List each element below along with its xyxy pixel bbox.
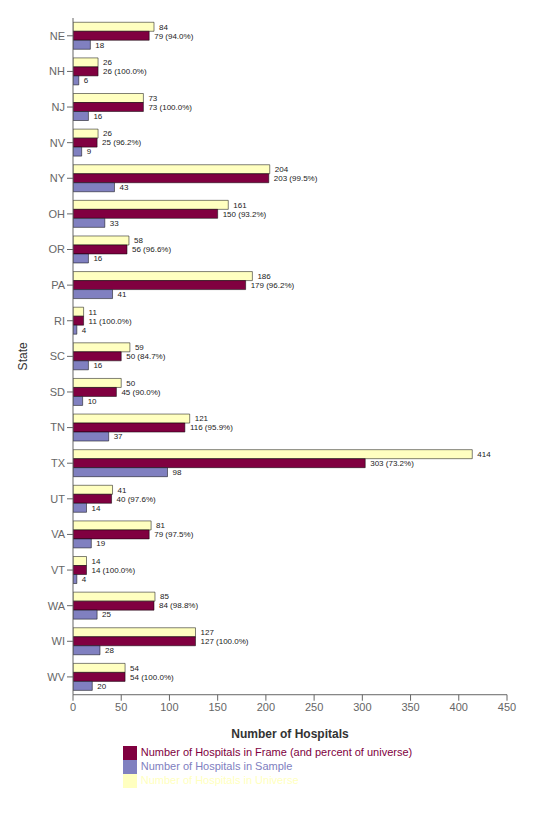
svg-text:350: 350 bbox=[401, 701, 419, 713]
svg-text:84 (98.8%): 84 (98.8%) bbox=[159, 601, 198, 610]
svg-text:84: 84 bbox=[159, 23, 168, 32]
svg-text:200: 200 bbox=[257, 701, 275, 713]
svg-text:186: 186 bbox=[257, 272, 271, 281]
svg-text:OH: OH bbox=[49, 208, 66, 220]
svg-text:0: 0 bbox=[70, 701, 76, 713]
svg-text:150 (93.2%): 150 (93.2%) bbox=[223, 210, 267, 219]
svg-text:54: 54 bbox=[130, 664, 139, 673]
svg-text:73 (100.0%): 73 (100.0%) bbox=[148, 103, 192, 112]
svg-text:18: 18 bbox=[95, 41, 104, 50]
svg-text:NV: NV bbox=[50, 137, 66, 149]
svg-text:16: 16 bbox=[93, 361, 102, 370]
svg-text:79 (97.5%): 79 (97.5%) bbox=[154, 530, 193, 539]
svg-text:150: 150 bbox=[208, 701, 226, 713]
svg-text:43: 43 bbox=[119, 183, 128, 192]
svg-text:NH: NH bbox=[49, 65, 65, 77]
svg-text:11 (100.0%): 11 (100.0%) bbox=[89, 317, 132, 326]
svg-text:56 (96.6%): 56 (96.6%) bbox=[132, 245, 171, 254]
svg-text:VA: VA bbox=[51, 528, 66, 540]
svg-text:WA: WA bbox=[48, 600, 66, 612]
svg-text:SD: SD bbox=[50, 386, 65, 398]
svg-text:State: State bbox=[16, 342, 30, 370]
svg-text:20: 20 bbox=[97, 682, 106, 691]
svg-text:25: 25 bbox=[102, 610, 111, 619]
svg-text:161: 161 bbox=[233, 201, 247, 210]
svg-text:25 (96.2%): 25 (96.2%) bbox=[102, 138, 141, 147]
svg-text:300: 300 bbox=[353, 701, 371, 713]
svg-text:127 (100.0%): 127 (100.0%) bbox=[200, 637, 248, 646]
svg-text:98: 98 bbox=[173, 468, 182, 477]
svg-text:50: 50 bbox=[126, 379, 135, 388]
svg-text:16: 16 bbox=[93, 112, 102, 121]
svg-text:26: 26 bbox=[103, 129, 112, 138]
svg-text:NE: NE bbox=[50, 30, 65, 42]
svg-text:Number of Hospitals: Number of Hospitals bbox=[231, 727, 349, 741]
svg-text:SC: SC bbox=[50, 350, 65, 362]
svg-text:14 (100.0%): 14 (100.0%) bbox=[92, 566, 136, 575]
svg-text:11: 11 bbox=[89, 308, 98, 317]
svg-text:14: 14 bbox=[92, 504, 101, 513]
svg-text:79 (94.0%): 79 (94.0%) bbox=[154, 32, 193, 41]
svg-text:VT: VT bbox=[51, 564, 65, 576]
html-text:Number of Hospitals in Univers: Number of Hospitals in Universe bbox=[140, 773, 299, 786]
svg-text:41: 41 bbox=[118, 486, 127, 495]
svg-text:45 (90.0%): 45 (90.0%) bbox=[121, 388, 160, 397]
svg-text:6: 6 bbox=[84, 76, 89, 85]
svg-text:26 (100.0%): 26 (100.0%) bbox=[103, 67, 147, 76]
svg-text:NY: NY bbox=[50, 172, 66, 184]
svg-text:OR: OR bbox=[49, 243, 66, 255]
svg-text:37: 37 bbox=[114, 432, 123, 441]
svg-text:WI: WI bbox=[52, 635, 65, 647]
svg-text:179 (96.2%): 179 (96.2%) bbox=[251, 281, 295, 290]
svg-text:81: 81 bbox=[156, 521, 165, 530]
svg-text:19: 19 bbox=[96, 539, 105, 548]
svg-text:TX: TX bbox=[51, 457, 66, 469]
svg-text:4: 4 bbox=[82, 575, 87, 584]
svg-text:73: 73 bbox=[148, 94, 157, 103]
svg-text:116 (95.9%): 116 (95.9%) bbox=[190, 423, 233, 432]
svg-text:54 (100.0%): 54 (100.0%) bbox=[130, 673, 174, 682]
html-text:Number of Hospitals in Frame (: Number of Hospitals in Frame (and percen… bbox=[140, 745, 413, 758]
svg-text:50: 50 bbox=[115, 701, 127, 713]
svg-text:400: 400 bbox=[450, 701, 468, 713]
svg-text:RI: RI bbox=[54, 315, 65, 327]
svg-text:14: 14 bbox=[92, 557, 101, 566]
svg-text:28: 28 bbox=[105, 646, 114, 655]
svg-text:9: 9 bbox=[87, 147, 92, 156]
svg-text:TN: TN bbox=[50, 421, 65, 433]
svg-text:16: 16 bbox=[93, 254, 102, 263]
svg-text:WV: WV bbox=[47, 671, 65, 683]
svg-text:33: 33 bbox=[110, 219, 119, 228]
svg-text:85: 85 bbox=[160, 592, 169, 601]
svg-text:NJ: NJ bbox=[52, 101, 65, 113]
svg-text:PA: PA bbox=[51, 279, 66, 291]
svg-text:UT: UT bbox=[50, 493, 65, 505]
svg-text:10: 10 bbox=[88, 397, 97, 406]
svg-text:121: 121 bbox=[195, 414, 209, 423]
svg-text:303 (73.2%): 303 (73.2%) bbox=[370, 459, 414, 468]
svg-text:450: 450 bbox=[498, 701, 516, 713]
svg-text:204: 204 bbox=[275, 165, 289, 174]
svg-text:58: 58 bbox=[134, 236, 143, 245]
svg-text:250: 250 bbox=[305, 701, 323, 713]
svg-text:414: 414 bbox=[477, 450, 491, 459]
svg-text:40 (97.6%): 40 (97.6%) bbox=[117, 495, 156, 504]
svg-text:26: 26 bbox=[103, 58, 112, 67]
svg-text:127: 127 bbox=[200, 628, 214, 637]
svg-text:59: 59 bbox=[135, 343, 144, 352]
svg-text:100: 100 bbox=[160, 701, 178, 713]
svg-text:41: 41 bbox=[118, 290, 127, 299]
svg-text:50 (84.7%): 50 (84.7%) bbox=[126, 352, 165, 361]
svg-text:203 (99.5%): 203 (99.5%) bbox=[274, 174, 318, 183]
svg-text:4: 4 bbox=[82, 326, 87, 335]
html-text:Number of Hospitals in Sample: Number of Hospitals in Sample bbox=[140, 759, 293, 772]
